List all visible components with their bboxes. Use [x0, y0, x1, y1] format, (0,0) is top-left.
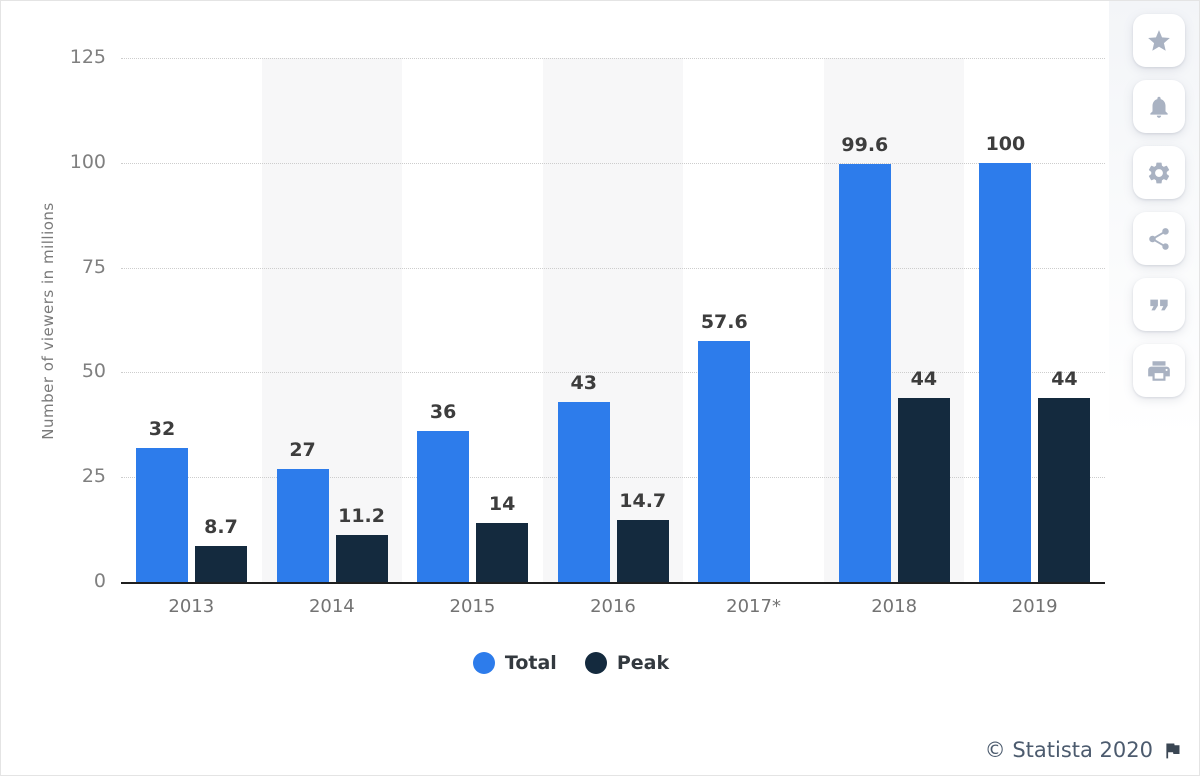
bar-value-label: 32	[148, 417, 176, 440]
legend-label: Total	[504, 652, 557, 674]
bar-total-2019[interactable]	[979, 162, 1032, 582]
bar-peak-2019[interactable]	[1038, 397, 1091, 582]
legend-item-peak[interactable]: Peak	[584, 652, 670, 674]
y-tick-label: 125	[69, 46, 106, 68]
bar-total-2017*[interactable]	[698, 340, 751, 582]
star-icon	[1148, 29, 1170, 51]
legend-dot-total	[472, 652, 495, 674]
statista-credit-link[interactable]: © Statista 2020	[984, 738, 1153, 762]
y-gridline	[121, 58, 1105, 59]
y-gridline	[121, 267, 1105, 269]
x-tick-label: 2018	[871, 596, 918, 617]
settings-button[interactable]	[1133, 146, 1185, 199]
share-icon	[1149, 227, 1169, 250]
legend-dot-peak	[584, 652, 607, 674]
y-tick-label: 50	[81, 360, 106, 383]
bar-peak-2018[interactable]	[897, 397, 950, 582]
y-tick-label: 100	[69, 150, 106, 173]
bar-peak-2013[interactable]	[195, 545, 247, 582]
bar-peak-2014[interactable]	[335, 535, 388, 582]
legend: Total Peak	[1, 652, 1141, 674]
bar-total-2013[interactable]	[136, 447, 188, 582]
x-tick-label: 2015	[449, 596, 496, 617]
y-tick-label: 75	[81, 255, 106, 278]
x-tick-label: 2017*	[726, 596, 781, 617]
bar-value-label: 8.7	[204, 515, 238, 538]
bar-value-label: 57.6	[700, 310, 748, 333]
bar-peak-2015[interactable]	[476, 523, 529, 582]
bar-value-label: 14.7	[619, 490, 667, 513]
bar-total-2016[interactable]	[557, 401, 610, 582]
alerts-button[interactable]	[1133, 80, 1185, 133]
action-sidebar	[1133, 14, 1185, 410]
bar-value-label: 43	[570, 371, 597, 394]
legend-label: Peak	[616, 652, 670, 674]
y-gridline	[121, 162, 1105, 164]
flag-icon[interactable]	[1162, 740, 1183, 761]
bar-value-label: 44	[1051, 367, 1078, 390]
bar-value-label: 100	[985, 132, 1026, 155]
x-tick-label: 2019	[1011, 596, 1058, 617]
gear-icon	[1148, 162, 1170, 183]
bar-value-label: 99.6	[841, 134, 889, 157]
legend-item-total[interactable]: Total	[472, 652, 557, 674]
x-tick-label: 2016	[590, 596, 636, 617]
y-tick-label: 25	[81, 465, 106, 488]
x-tick-label: 2014	[308, 596, 355, 617]
printer-icon	[1148, 360, 1170, 381]
bar-value-label: 11.2	[338, 505, 385, 528]
bar-value-label: 36	[429, 401, 457, 424]
x-axis-line	[121, 582, 1105, 584]
y-tick-label: 0	[93, 570, 106, 592]
bell-icon	[1150, 96, 1168, 118]
share-button[interactable]	[1133, 212, 1185, 265]
bar-total-2015[interactable]	[417, 431, 470, 582]
bar-value-label: 27	[289, 438, 316, 461]
cite-button[interactable]	[1133, 278, 1185, 331]
favorite-button[interactable]	[1133, 14, 1185, 67]
quote-icon	[1150, 299, 1168, 310]
print-button[interactable]	[1133, 344, 1185, 397]
attribution: © Statista 2020	[985, 738, 1183, 762]
bar-peak-2016[interactable]	[616, 520, 669, 582]
bar-value-label: 14	[488, 493, 516, 516]
bar-total-2018[interactable]	[838, 164, 891, 582]
y-gridline	[121, 477, 1105, 479]
x-tick-label: 2013	[168, 596, 215, 617]
bar-value-label: 44	[910, 367, 938, 390]
y-gridline	[121, 372, 1105, 374]
bar-total-2014[interactable]	[276, 468, 329, 582]
